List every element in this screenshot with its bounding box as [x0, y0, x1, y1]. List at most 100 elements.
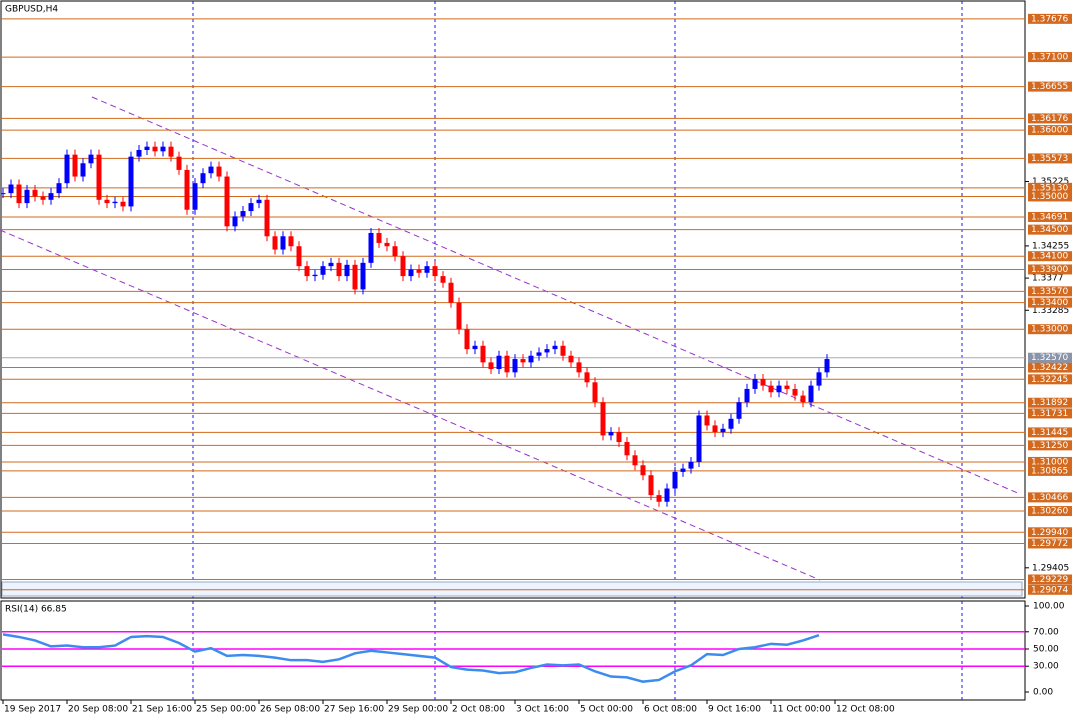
level-box: 1.32245	[1028, 374, 1072, 385]
candle	[0, 193, 6, 195]
candle	[376, 232, 382, 243]
level-box-bg	[1028, 584, 1072, 595]
trend-channel	[0, 96, 1021, 581]
x-tick-label: 12 Oct 08:00	[836, 705, 895, 715]
level-label: 1.29940	[1031, 528, 1068, 538]
candle	[496, 355, 502, 370]
level-box-bg	[1028, 362, 1072, 373]
candle	[680, 468, 686, 472]
candle	[384, 242, 390, 247]
level-label: 1.35130	[1031, 183, 1068, 193]
y-tick-label: 1.35225	[1032, 177, 1069, 187]
candle	[712, 425, 718, 433]
candle	[440, 276, 446, 283]
level-box-bg	[1028, 456, 1072, 467]
candle	[408, 269, 414, 277]
candle	[208, 166, 214, 174]
candle	[344, 264, 350, 277]
current-label: 1.32570	[1031, 353, 1068, 363]
candle	[536, 352, 542, 356]
candle	[24, 189, 30, 204]
level-box: 1.35573	[1028, 153, 1072, 164]
level-label: 1.31445	[1031, 428, 1068, 438]
candle	[672, 471, 678, 489]
level-box: 1.30466	[1028, 492, 1072, 503]
candle	[248, 203, 254, 212]
level-box: 1.31000	[1028, 456, 1072, 467]
level-box-bg	[1028, 538, 1072, 549]
rsi-frame	[0, 600, 1026, 701]
candle	[696, 415, 702, 462]
candle	[328, 262, 334, 267]
level-box: 1.31445	[1028, 427, 1072, 438]
candle	[120, 201, 126, 207]
candle	[576, 362, 582, 373]
candle	[560, 345, 566, 356]
level-box: 1.29772	[1028, 538, 1072, 549]
level-box-bg	[1028, 427, 1072, 438]
candle	[400, 256, 406, 277]
candle	[504, 355, 510, 373]
level-box: 1.30260	[1028, 506, 1072, 517]
candle	[192, 183, 198, 210]
level-box: 1.34691	[1028, 211, 1072, 222]
chart-title: GBPUSD,H4	[5, 5, 58, 15]
level-label: 1.33400	[1031, 298, 1068, 308]
candle	[56, 183, 62, 194]
candle	[240, 211, 246, 217]
level-box-bg	[1028, 113, 1072, 124]
candle	[480, 345, 486, 363]
candle	[792, 388, 798, 396]
candle	[80, 163, 86, 177]
level-box: 1.35000	[1028, 191, 1072, 202]
candle	[760, 378, 766, 386]
candle	[720, 428, 726, 433]
rsi-title: RSI(14) 66.85	[5, 605, 67, 615]
level-label: 1.35573	[1031, 154, 1068, 164]
candle	[352, 264, 358, 290]
level-box: 1.37676	[1028, 13, 1072, 24]
candle	[664, 488, 670, 502]
level-label: 1.31000	[1031, 457, 1068, 467]
candle	[368, 232, 374, 263]
rsi-tick-label: 100.00	[1033, 602, 1065, 612]
candle	[264, 199, 270, 237]
candle	[728, 418, 734, 429]
candle	[472, 345, 478, 350]
level-label: 1.31892	[1031, 398, 1068, 408]
rsi-tick-label: 30.00	[1033, 662, 1059, 672]
candle	[256, 199, 262, 204]
candle	[360, 262, 366, 290]
level-box-bg	[1028, 286, 1072, 297]
candle	[64, 154, 70, 184]
y-tick-label: 1.3377	[1032, 274, 1064, 284]
level-box: 1.29074	[1028, 584, 1072, 595]
level-box: 1.36176	[1028, 113, 1072, 124]
level-label: 1.34691	[1031, 212, 1068, 222]
candle	[808, 385, 814, 403]
level-box: 1.34500	[1028, 224, 1072, 235]
level-box-bg	[1028, 224, 1072, 235]
candle	[424, 266, 430, 273]
candle	[752, 378, 758, 389]
candle	[744, 388, 750, 403]
level-box-bg	[1028, 182, 1072, 193]
level-label: 1.34100	[1031, 252, 1068, 262]
candle	[784, 385, 790, 389]
level-label: 1.37676	[1031, 14, 1068, 24]
x-tick-label: 6 Oct 08:00	[644, 705, 697, 715]
candle	[152, 146, 158, 152]
candle	[624, 442, 630, 456]
main-frame	[0, 0, 1026, 599]
candle	[592, 382, 598, 403]
x-tick-label: 25 Sep 00:00	[196, 705, 256, 715]
x-tick-label: 9 Oct 16:00	[708, 705, 761, 715]
level-label: 1.32245	[1031, 375, 1068, 385]
current-box-bg	[1028, 352, 1072, 363]
level-label: 1.31250	[1031, 441, 1068, 451]
level-box-bg	[1028, 465, 1072, 476]
level-label: 1.30260	[1031, 507, 1068, 517]
candle	[8, 184, 14, 194]
level-box-bg	[1028, 574, 1072, 585]
candle	[272, 236, 278, 250]
